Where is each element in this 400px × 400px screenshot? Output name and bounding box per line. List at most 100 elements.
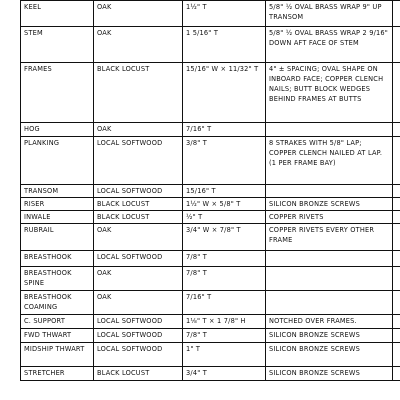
material-cell-text: OAK — [97, 29, 112, 37]
blank-cell — [392, 342, 400, 367]
table-row: STEM OAK 1 5/16" T 5/8" ½ OVAL BRASS WRAP 2… — [20, 26, 400, 63]
part-cell-text: TRANSOM — [24, 187, 59, 195]
part-cell-text: RUBRAIL — [24, 226, 54, 234]
material-cell: BLACK LOCUST — [93, 62, 183, 123]
notes-cell: 8 STRAKES WITH 5/8" LAP; COPPER CLENCH N… — [265, 136, 393, 185]
part-cell-text: KEEL — [24, 3, 42, 11]
size-cell-text: 7/16" T — [186, 293, 212, 301]
blank-cell — [392, 136, 400, 185]
material-cell: LOCAL SOFTWOOD — [93, 250, 183, 267]
material-cell-text: OAK — [97, 3, 112, 11]
notes-cell: SILICON BRONZE SCREWS — [265, 342, 393, 367]
part-cell: C. SUPPORT — [20, 314, 94, 329]
part-cell: STRETCHER — [20, 366, 94, 381]
part-cell: FRAMES — [20, 62, 94, 123]
table-row: MIDSHIP THWART LOCAL SOFTWOOD 1" T SILICON … — [20, 342, 400, 367]
size-cell-text: 3/8" T — [186, 139, 207, 147]
notes-cell-text: NOTCHED OVER FRAMES. — [269, 317, 357, 325]
notes-cell: SILICON BRONZE SCREWS — [265, 197, 393, 211]
materials-table-body: KEEL OAK 1½" T 5/8" ½ OVAL BRASS WRAP 9" UP… — [20, 0, 400, 381]
material-cell-text: BLACK LOCUST — [97, 200, 150, 208]
material-cell-text: BLACK LOCUST — [97, 65, 150, 73]
blank-cell — [392, 0, 400, 27]
notes-cell-text: COPPER RIVETS — [269, 213, 324, 221]
part-cell: HOG — [20, 122, 94, 137]
size-cell-text: 7/16" T — [186, 125, 212, 133]
part-cell-text: INWALE — [24, 213, 51, 221]
part-cell: FWD THWART — [20, 328, 94, 343]
size-cell: 3/4" W × 7/8" T — [182, 223, 266, 251]
size-cell: 1⅛" T × 1 7/8" H — [182, 314, 266, 329]
size-cell-text: 7/8" T — [186, 331, 207, 339]
material-cell: LOCAL SOFTWOOD — [93, 136, 183, 185]
table-row: RUBRAIL OAK 3/4" W × 7/8" T COPPER RIVETS E… — [20, 223, 400, 251]
material-cell: BLACK LOCUST — [93, 366, 183, 381]
notes-cell-text: 8 STRAKES WITH 5/8" LAP; COPPER CLENCH N… — [269, 139, 383, 167]
part-cell: KEEL — [20, 0, 94, 27]
part-cell: TRANSOM — [20, 184, 94, 198]
size-cell: 1½" T — [182, 0, 266, 27]
size-cell: 15/16" W × 11/32" T — [182, 62, 266, 123]
size-cell: 1" T — [182, 342, 266, 367]
material-cell-text: OAK — [97, 269, 112, 277]
part-cell: BREASTHOOK COAMING — [20, 290, 94, 315]
notes-cell: SILICON BRONZE SCREWS — [265, 366, 393, 381]
notes-cell — [265, 250, 393, 267]
blank-cell — [392, 184, 400, 198]
part-cell-text: MIDSHIP THWART — [24, 345, 85, 353]
blank-cell — [392, 223, 400, 251]
notes-cell-text: SILICON BRONZE SCREWS — [269, 369, 361, 377]
part-cell: RUBRAIL — [20, 223, 94, 251]
material-cell: LOCAL SOFTWOOD — [93, 328, 183, 343]
table-row: BREASTHOOK SPINE OAK 7/8" T — [20, 266, 400, 291]
part-cell-text: C. SUPPORT — [24, 317, 66, 325]
table-row: RISER BLACK LOCUST 1½" W × 5/8" T SILICON B… — [20, 197, 400, 211]
material-cell-text: OAK — [97, 226, 112, 234]
blank-cell — [392, 290, 400, 315]
size-cell: 7/16" T — [182, 290, 266, 315]
part-cell-text: BREASTHOOK COAMING — [24, 293, 72, 311]
size-cell: 7/8" T — [182, 250, 266, 267]
table-row: INWALE BLACK LOCUST ½" T COPPER RIVETS — [20, 210, 400, 224]
notes-cell-text: 5/8" ½ OVAL BRASS WRAP 2 9/16" DOWN AFT … — [269, 29, 389, 47]
part-cell: BREASTHOOK SPINE — [20, 266, 94, 291]
part-cell: PLANKING — [20, 136, 94, 185]
material-cell: BLACK LOCUST — [93, 210, 183, 224]
size-cell-text: 3/4" W × 7/8" T — [186, 226, 241, 234]
material-cell: OAK — [93, 26, 183, 63]
size-cell-text: 1⅛" T × 1 7/8" H — [186, 317, 246, 325]
material-cell: LOCAL SOFTWOOD — [93, 342, 183, 367]
part-cell-text: RISER — [24, 200, 45, 208]
size-cell-text: 1" T — [186, 345, 201, 353]
notes-cell-text: COPPER RIVETS EVERY OTHER FRAME — [269, 226, 375, 244]
part-cell: RISER — [20, 197, 94, 211]
material-cell-text: OAK — [97, 125, 112, 133]
material-cell: OAK — [93, 266, 183, 291]
table-row: BREASTHOOK LOCAL SOFTWOOD 7/8" T — [20, 250, 400, 267]
material-cell: OAK — [93, 223, 183, 251]
size-cell-text: 15/16" W × 11/32" T — [186, 65, 259, 73]
size-cell-text: 7/8" T — [186, 253, 207, 261]
material-cell-text: LOCAL SOFTWOOD — [97, 253, 163, 261]
notes-cell-text: SILICON BRONZE SCREWS — [269, 345, 361, 353]
part-cell: BREASTHOOK — [20, 250, 94, 267]
size-cell: 7/8" T — [182, 328, 266, 343]
blank-cell — [392, 314, 400, 329]
material-cell-text: OAK — [97, 293, 112, 301]
size-cell: ½" T — [182, 210, 266, 224]
material-cell-text: BLACK LOCUST — [97, 369, 150, 377]
table-row: KEEL OAK 1½" T 5/8" ½ OVAL BRASS WRAP 9" UP… — [20, 0, 400, 27]
table-row: TRANSOM LOCAL SOFTWOOD 15/16" T — [20, 184, 400, 198]
material-cell: BLACK LOCUST — [93, 197, 183, 211]
materials-table: KEEL OAK 1½" T 5/8" ½ OVAL BRASS WRAP 9" UP… — [20, 0, 400, 381]
size-cell-text: ½" T — [186, 213, 203, 221]
part-cell-text: STRETCHER — [24, 369, 65, 377]
size-cell-text: 7/8" T — [186, 269, 207, 277]
blank-cell — [392, 328, 400, 343]
part-cell-text: PLANKING — [24, 139, 60, 147]
material-cell: OAK — [93, 0, 183, 27]
table-row: PLANKING LOCAL SOFTWOOD 3/8" T 8 STRAKES WI… — [20, 136, 400, 185]
material-cell: OAK — [93, 290, 183, 315]
size-cell: 7/8" T — [182, 266, 266, 291]
